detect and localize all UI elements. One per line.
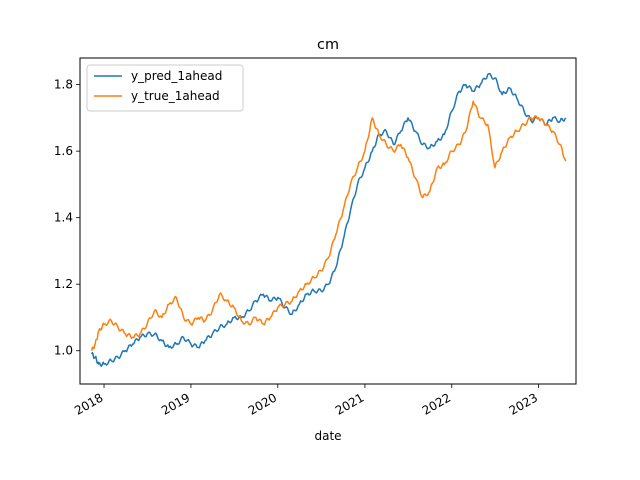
y-tick-label: 1.4 (54, 211, 73, 225)
y-tick-label: 1.0 (54, 344, 73, 358)
series-line-y-pred-1ahead (91, 72, 567, 367)
legend-label-y-pred-1ahead: y_pred_1ahead (131, 69, 222, 83)
chart-title: cm (317, 37, 339, 53)
series-line-y-true-1ahead (90, 100, 567, 351)
y-tick-label: 1.2 (54, 277, 73, 291)
y-tick-label: 1.8 (54, 78, 73, 92)
plot-area-frame (79, 57, 577, 385)
series-layer (90, 72, 567, 367)
legend-label-y-true-1ahead: y_true_1ahead (131, 89, 220, 103)
y-axis: 1.0 1.2 1.4 1.6 1.8 (54, 78, 80, 358)
y-tick-label: 1.6 (54, 144, 73, 158)
x-axis-label: date (314, 429, 341, 443)
legend-box (86, 64, 244, 112)
legend: y_pred_1ahead y_true_1ahead (86, 64, 244, 112)
